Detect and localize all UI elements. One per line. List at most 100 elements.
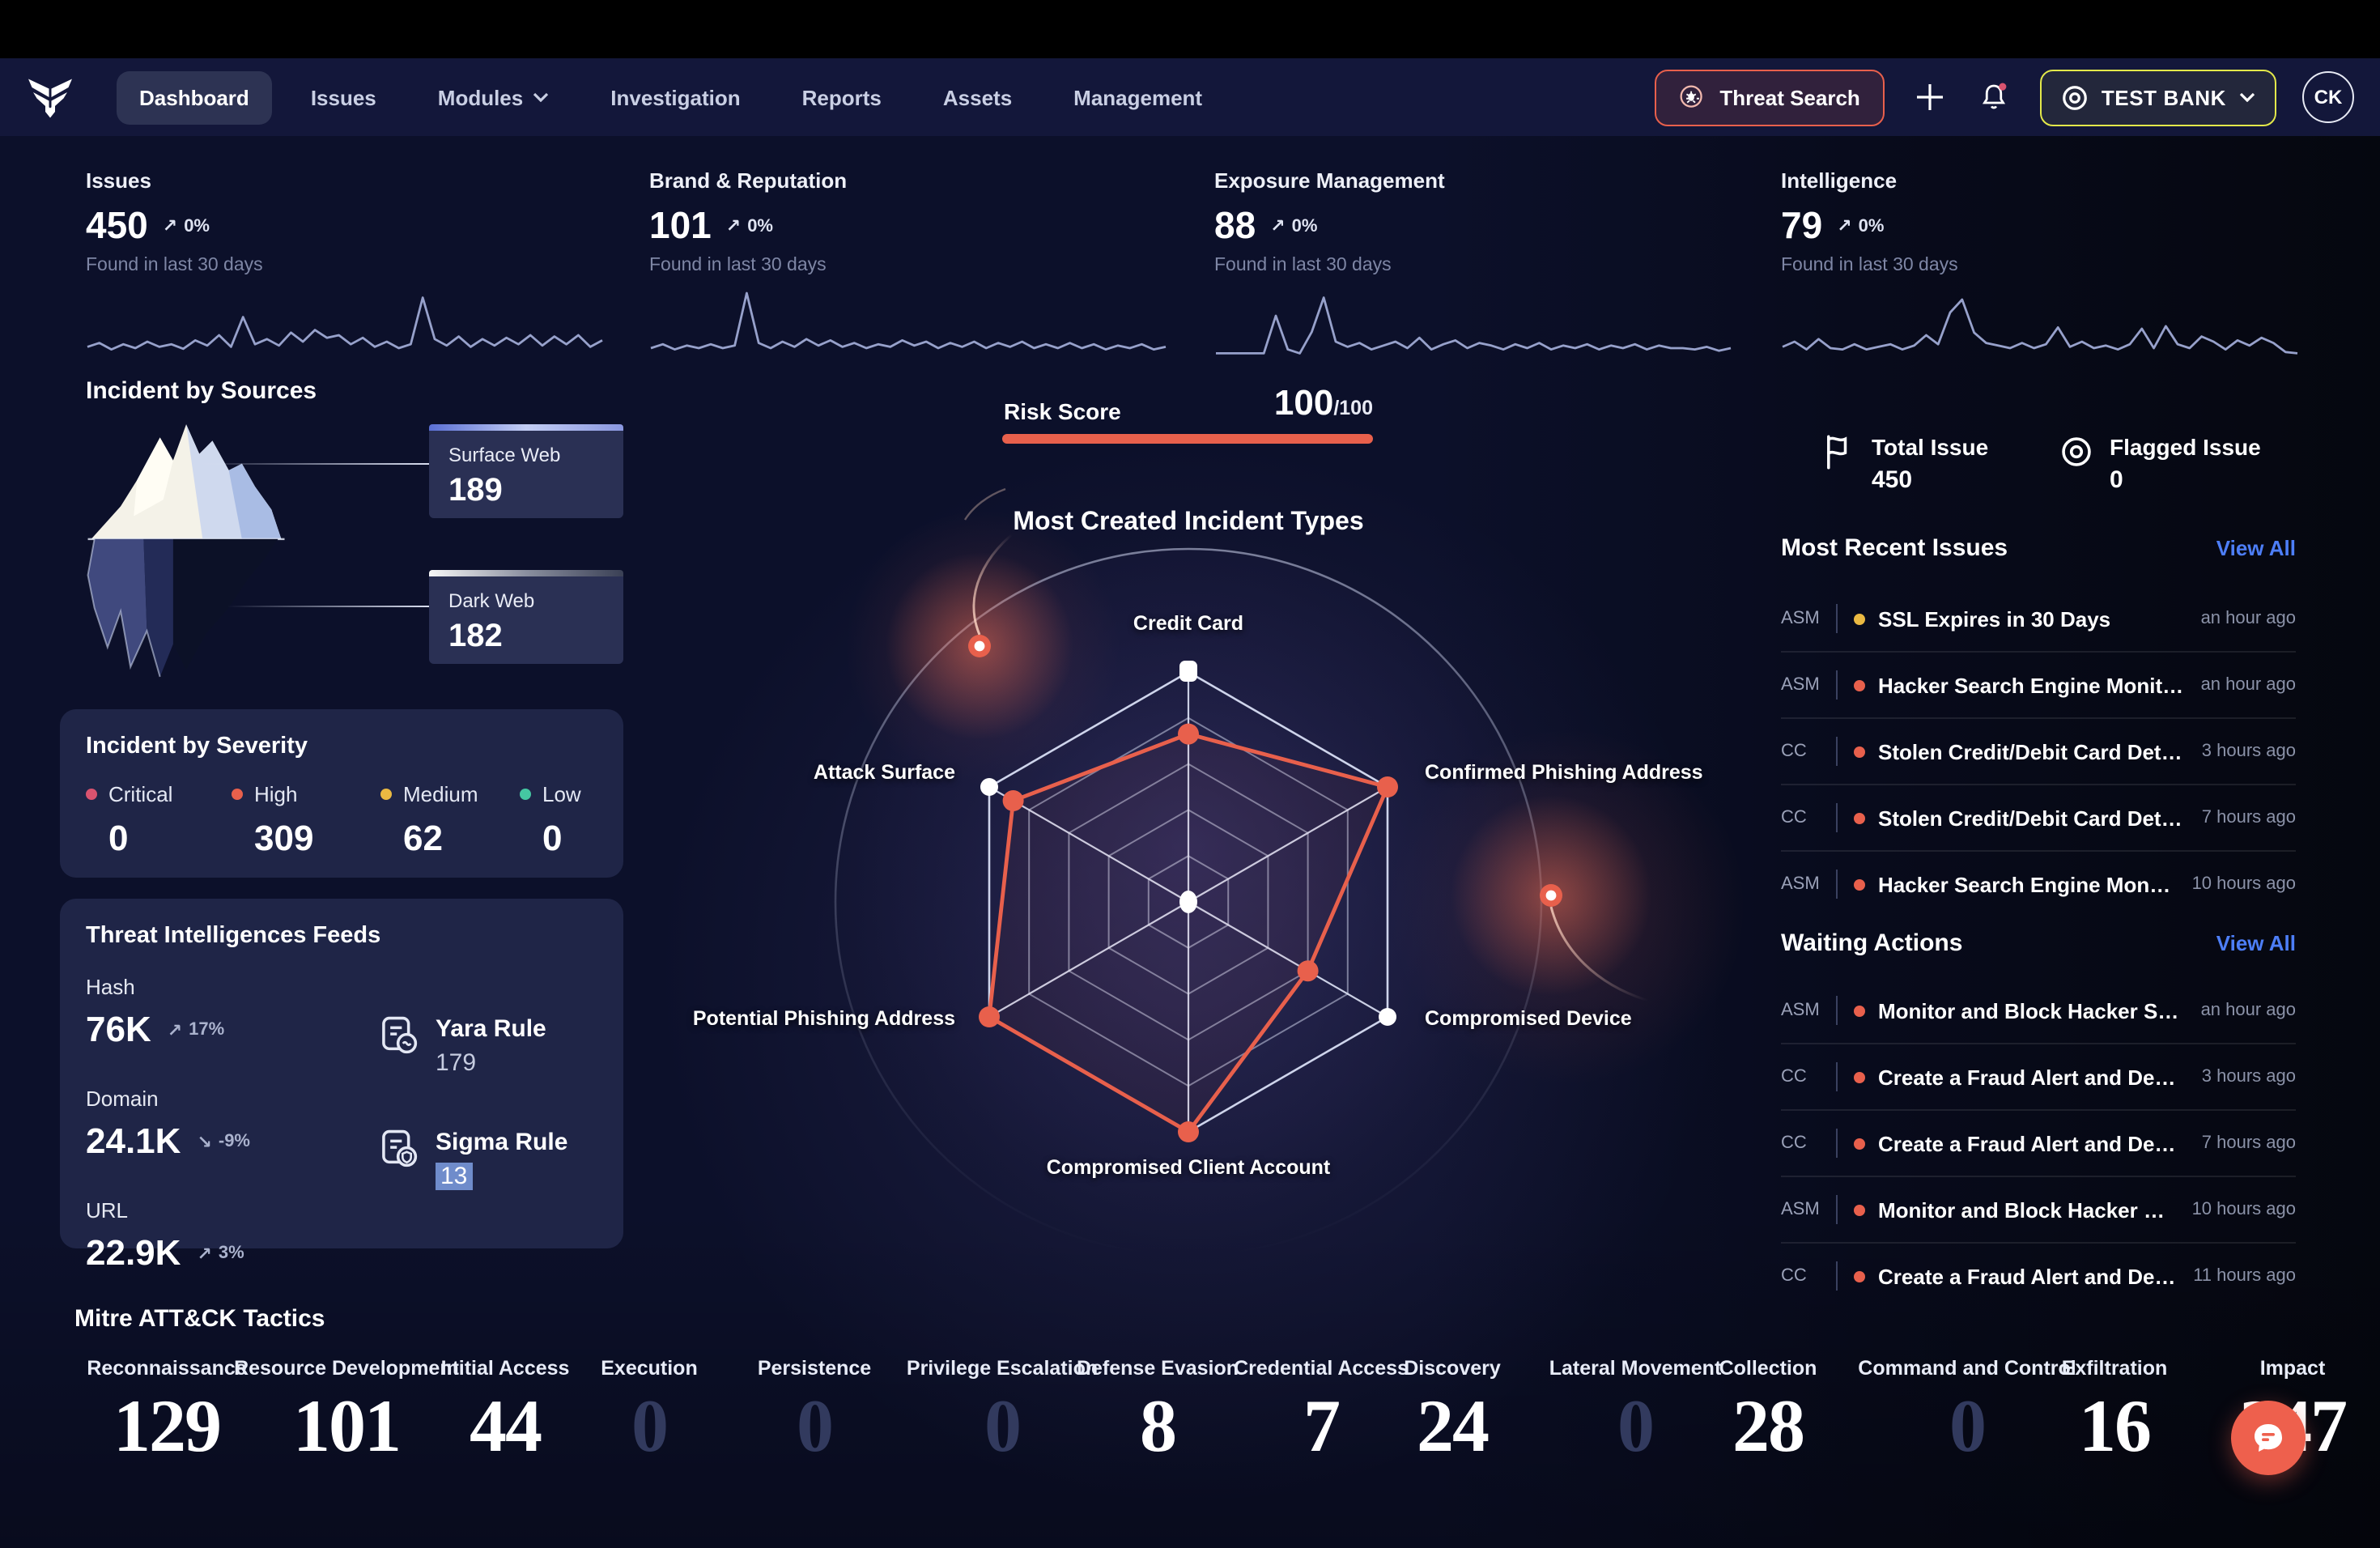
issue-row[interactable]: ASM Hacker Search Engine Monitoring ... … <box>1781 852 2296 916</box>
trend-up-icon: ↗ 0% <box>162 216 210 236</box>
issue-row[interactable]: CC Stolen Credit/Debit Card Detection 7 … <box>1781 785 2296 852</box>
user-avatar[interactable]: CK <box>2302 71 2354 123</box>
radar-label-compromised-device: Compromised Device <box>1425 1007 1632 1030</box>
intelligence-sparkline <box>1782 298 2298 355</box>
trend-up-icon: ↗ 3% <box>197 1244 244 1264</box>
waiting-actions-header: Waiting Actions View All <box>1781 929 2296 957</box>
issue-row[interactable]: ASM SSL Expires in 30 Days an hour ago <box>1781 586 2296 653</box>
threat-search-button[interactable]: Threat Search <box>1655 69 1885 125</box>
stat-value: 450 <box>86 204 148 246</box>
iceberg-illustration <box>87 424 285 678</box>
severity-low: Low 0 <box>520 782 597 860</box>
severity-dot <box>1854 1005 1865 1016</box>
flagged-issue-value: 0 <box>2110 466 2123 494</box>
feed-domain: Domain 24.1K ↘ -9% <box>86 1087 250 1161</box>
chat-support-button[interactable] <box>2231 1401 2306 1475</box>
severity-dot <box>1854 1138 1865 1149</box>
nav-item-assets[interactable]: Assets <box>942 85 1013 109</box>
radar-label-confirmed-phishing-address: Confirmed Phishing Address <box>1425 761 1703 784</box>
sigma-rule-value: 13 <box>436 1163 473 1190</box>
stat-label: Brand & Reputation <box>649 168 848 193</box>
navbar: Dashboard Issues Modules Investigation R… <box>0 58 2380 136</box>
severity-dot-high <box>232 789 243 800</box>
exposure-management-sparkline <box>1216 296 1732 355</box>
stat-label: Intelligence <box>1781 168 1898 193</box>
bug-search-icon <box>1680 84 1703 107</box>
recent-issues-view-all-link[interactable]: View All <box>2216 536 2296 560</box>
nav-item-management[interactable]: Management <box>1073 85 1203 109</box>
brand-logo-icon <box>28 79 72 118</box>
top-black-strip <box>0 0 2380 58</box>
action-row[interactable]: ASM Monitor and Block Hacker Search ... … <box>1781 978 2296 1044</box>
radar-label-potential-phishing-address: Potential Phishing Address <box>692 1007 955 1030</box>
nav-item-reports[interactable]: Reports <box>801 85 882 109</box>
tactic-defense-evasion: Defense Evasion 8 <box>1076 1357 1239 1467</box>
tactic-persistence: Persistence 0 <box>757 1357 872 1467</box>
add-button[interactable] <box>1910 78 1949 117</box>
severity-dot-low <box>520 789 531 800</box>
threat-intelligence-feeds-title: Threat Intelligences Feeds <box>86 923 381 949</box>
risk-score-label: Risk Score <box>1004 398 1121 424</box>
stat-caption: Found in last 30 days <box>1781 256 1958 275</box>
incident-by-sources-title: Incident by Sources <box>86 377 317 405</box>
tactic-exfiltration: Exfiltration 16 <box>2061 1357 2168 1467</box>
radar-label-credit-card: Credit Card <box>1133 612 1244 635</box>
severity-high: High 309 <box>232 782 380 860</box>
tactic-collection: Collection 28 <box>1719 1357 1817 1467</box>
action-row[interactable]: CC Create a Fraud Alert and Deactiva... … <box>1781 1244 2296 1308</box>
severity-dot <box>1854 613 1865 624</box>
action-row[interactable]: ASM Monitor and Block Hacker Search ... … <box>1781 1177 2296 1244</box>
tactic-execution: Execution 0 <box>601 1357 698 1467</box>
stat-exposure-management: Exposure Management 88 ↗ 0% Found in last… <box>1214 168 1732 358</box>
surface-web-card: Surface Web 189 <box>429 424 623 518</box>
severity-critical: Critical 0 <box>86 782 232 860</box>
risk-score-value: 100/100 <box>1273 382 1373 423</box>
most-recent-issues-list: ASM SSL Expires in 30 Days an hour ago A… <box>1781 586 2296 916</box>
nav-item-issues[interactable]: Issues <box>310 85 376 109</box>
severity-dot-critical <box>86 789 97 800</box>
plus-icon <box>1916 84 1943 110</box>
incident-by-severity-title: Incident by Severity <box>86 734 308 759</box>
notification-badge <box>2000 83 2008 91</box>
nav-item-dashboard[interactable]: Dashboard <box>117 70 272 124</box>
stat-brand-reputation: Brand & Reputation 101 ↗ 0% Found in last… <box>649 168 1167 358</box>
surface-web-connector-line <box>194 463 429 465</box>
waiting-actions-view-all-link[interactable]: View All <box>2216 931 2296 955</box>
sigma-rule-icon <box>382 1129 418 1167</box>
threat-intelligence-feeds-card: Threat Intelligences Feeds Hash 76K ↗ 17%… <box>60 899 623 1273</box>
severity-dot <box>1854 679 1865 691</box>
stat-intelligence: Intelligence 79 ↗ 0% Found in last 30 day… <box>1781 168 2299 358</box>
tactic-resource-development: Resource Development 101 <box>234 1357 459 1467</box>
mitre-tactics-title: Mitre ATT&CK Tactics <box>74 1305 325 1333</box>
dark-web-card: Dark Web 182 <box>429 570 623 664</box>
severity-medium: Medium 62 <box>380 782 520 860</box>
navbar-actions: Threat Search TEST BANK CK <box>1655 69 2354 125</box>
nav-item-modules[interactable]: Modules <box>415 70 572 124</box>
notifications-button[interactable] <box>1975 78 2014 117</box>
tactic-privilege-escalation: Privilege Escalation 0 <box>906 1357 1099 1467</box>
organization-selector[interactable]: TEST BANK <box>2039 69 2276 125</box>
tactic-lateral-movement: Lateral Movement 0 <box>1549 1357 1722 1467</box>
issue-row[interactable]: ASM Hacker Search Engine Monitoring ... … <box>1781 653 2296 719</box>
action-row[interactable]: CC Create a Fraud Alert and Deactiva... … <box>1781 1044 2296 1111</box>
severity-dot <box>1854 1204 1865 1215</box>
trend-up-icon: ↗ 0% <box>1270 216 1318 236</box>
issue-row[interactable]: CC Stolen Credit/Debit Card Detection 3 … <box>1781 719 2296 785</box>
total-issue-summary: Total Issue 450 <box>1823 434 1988 494</box>
tactic-credential-access: Credential Access 7 <box>1234 1357 1409 1467</box>
action-row[interactable]: CC Create a Fraud Alert and Deactiva... … <box>1781 1111 2296 1177</box>
chat-bubble-icon <box>2255 1424 2282 1452</box>
sigma-rule: Sigma Rule 13 <box>380 1129 567 1190</box>
severity-dot <box>1854 878 1865 890</box>
tactic-reconnaissance: Reconnaissance 129 <box>87 1357 247 1467</box>
stat-value: 101 <box>649 204 712 246</box>
radar-label-compromised-client-account: Compromised Client Account <box>1046 1156 1331 1179</box>
trend-up-icon: ↗ 0% <box>1837 216 1885 236</box>
stat-label: Issues <box>86 168 151 193</box>
radar-chart-title: Most Created Incident Types <box>1013 508 1364 536</box>
flag-icon <box>1827 435 1847 470</box>
risk-score-bar <box>1002 434 1373 444</box>
nav-item-investigation[interactable]: Investigation <box>610 85 741 109</box>
stat-value: 88 <box>1214 204 1256 246</box>
severity-dot <box>1854 1071 1865 1082</box>
